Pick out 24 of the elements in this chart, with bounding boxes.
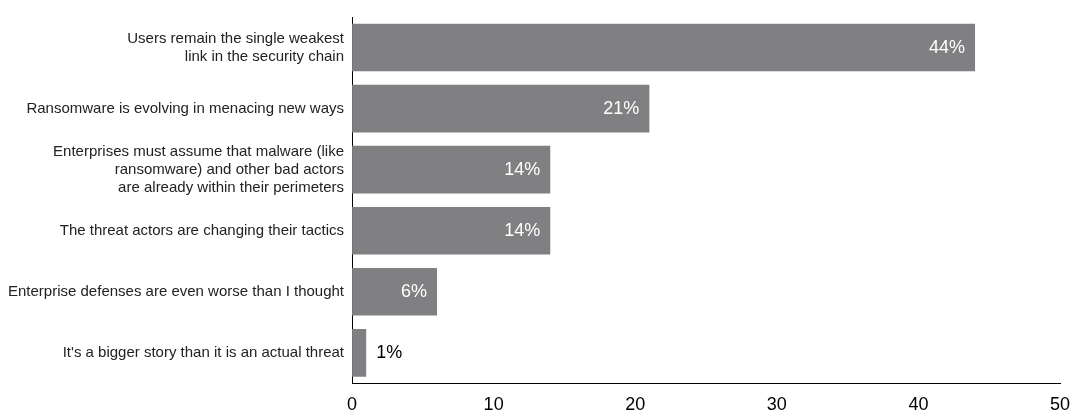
y-tick-label: Users remain the single weakest link in the security chain: [127, 28, 345, 64]
bar: [352, 23, 976, 72]
bar: [352, 267, 437, 316]
x-tick-label: 10: [483, 394, 504, 415]
x-tick-label: 40: [908, 394, 929, 415]
y-tick-label: It's a bigger story than it is an actual threat: [62, 343, 345, 361]
x-tick-label: 0: [347, 394, 358, 415]
data-label: 14%: [504, 219, 541, 240]
y-tick-label: Ransomware is evolving in menacing new ways: [26, 98, 345, 116]
x-tick-label: 50: [1049, 394, 1071, 415]
bar: [352, 206, 551, 255]
bar: [352, 84, 650, 133]
y-tick-label: The threat actors are changing their tactics: [59, 220, 345, 238]
data-label: 6%: [400, 280, 427, 301]
data-label: 44%: [929, 36, 966, 57]
data-label: 21%: [603, 97, 640, 118]
data-label: 1%: [376, 341, 403, 362]
bar: [352, 329, 367, 377]
x-tick-label: 30: [766, 394, 787, 415]
data-label: 14%: [504, 158, 541, 179]
bar: [352, 145, 551, 194]
x-tick-label: 20: [625, 394, 646, 415]
y-tick-label: Enterprise defenses are even worse than I thought: [8, 281, 345, 299]
y-tick-label: Enterprises must assume that malware (like ransomware) and other bad actors are already within their perimeters: [53, 141, 345, 195]
